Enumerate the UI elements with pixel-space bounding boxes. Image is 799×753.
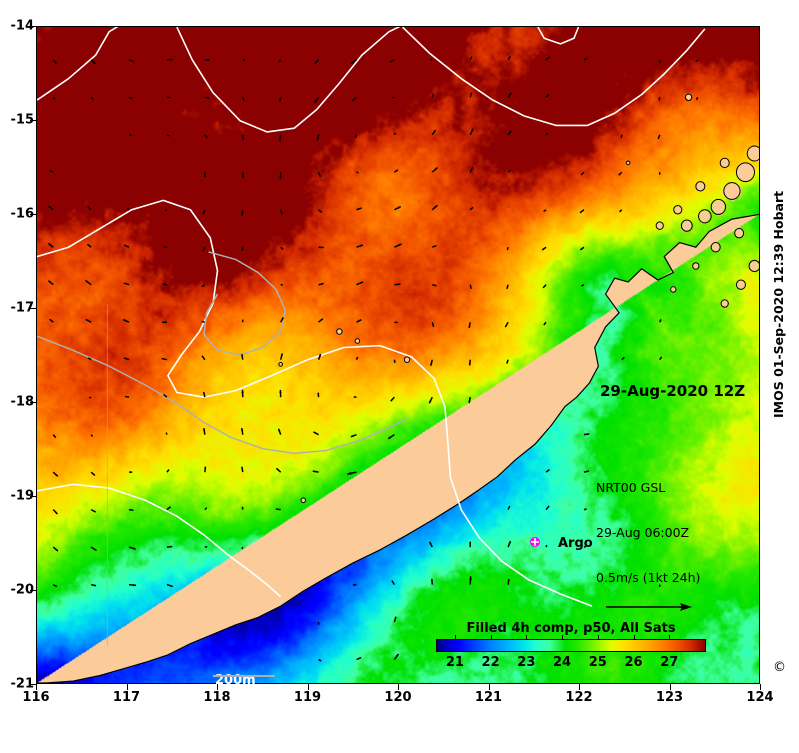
x-tick-label: 118 (203, 690, 230, 705)
y-tick-label: -21 (11, 677, 35, 692)
x-tick-label: 120 (384, 690, 411, 705)
x-tick-label: 116 (22, 690, 49, 705)
island-outline (656, 222, 663, 229)
island-outline (749, 260, 759, 271)
island-outline (747, 146, 759, 161)
island-outline (736, 280, 745, 289)
y-tick-label: -17 (11, 301, 35, 316)
island-outline (721, 300, 728, 307)
y-tick-label: -16 (11, 207, 35, 222)
date-title: 29-Aug-2020 12Z (600, 382, 745, 400)
island-outline (720, 158, 729, 167)
island-outline (696, 182, 705, 191)
x-tick-label: 123 (656, 690, 683, 705)
island-outline (711, 243, 720, 252)
island-outline (699, 210, 712, 223)
x-tick-label: 121 (475, 690, 502, 705)
argo-float-marker[interactable] (530, 537, 541, 548)
y-tick-label: -19 (11, 489, 35, 504)
island-outline (735, 228, 744, 237)
imos-credit: IMOS 01-Sep-2020 12:39 Hobart (771, 191, 786, 418)
colorbar-tick (669, 635, 670, 640)
island-outline (279, 362, 283, 366)
colorbar-tick-label: 23 (517, 655, 535, 670)
current-vector-legend: NRT00 GSL 29-Aug 06:00Z 0.5m/s (1kt 24h) (596, 450, 700, 617)
colorbar-tick (634, 635, 635, 640)
current-vector-head (241, 390, 243, 393)
x-tick-label: 117 (113, 690, 140, 705)
colorbar-tick-label: 21 (446, 655, 464, 670)
vector-legend-source: NRT00 GSL (596, 480, 700, 495)
argo-label: Argo (558, 536, 593, 551)
y-tick-label: -20 (11, 583, 35, 598)
bathymetry-legend-rule (213, 675, 275, 677)
island-outline (626, 161, 630, 165)
island-outline (711, 199, 725, 214)
island-outline (685, 94, 691, 101)
y-tick-label: -15 (11, 113, 35, 128)
island-outline (724, 183, 740, 200)
current-vector-head (469, 576, 472, 580)
vector-scale-arrow-icon (604, 600, 694, 614)
depth-1000m-label: 1000m (215, 721, 265, 737)
colorbar-tick-label: 25 (589, 655, 607, 670)
x-tick-label: 119 (294, 690, 321, 705)
colorbar-tick (562, 635, 563, 640)
island-outline (681, 220, 692, 231)
contour-200m (37, 27, 120, 100)
colorbar-tick-label: 24 (553, 655, 571, 670)
colorbar-tick-label: 27 (660, 655, 678, 670)
island-outline (404, 357, 409, 363)
copyright-icon: © (773, 660, 786, 675)
island-outline (674, 206, 682, 214)
colorbar-tick-label: 22 (482, 655, 500, 670)
vector-legend-scale: 0.5m/s (1kt 24h) (596, 570, 700, 585)
colorbar-title: Filled 4h comp, p50, All Sats (436, 621, 706, 636)
y-tick-label: -18 (11, 395, 35, 410)
island-outline (736, 163, 754, 182)
x-tick-label: 122 (565, 690, 592, 705)
island-outline (693, 263, 699, 270)
x-tick-label: 124 (746, 690, 773, 705)
contour-200m (37, 484, 281, 596)
vector-legend-time: 29-Aug 06:00Z (596, 525, 700, 540)
island-outline (301, 498, 306, 503)
colorbar-tick (598, 635, 599, 640)
colorbar-tick (526, 635, 527, 640)
colorbar-tick (455, 635, 456, 640)
y-tick-label: -14 (11, 19, 35, 34)
colorbar-tick-label: 26 (624, 655, 642, 670)
colorbar-tick (491, 635, 492, 640)
island-outline (671, 287, 676, 293)
island-outline (355, 339, 360, 344)
contour-200m (538, 27, 579, 44)
island-outline (337, 329, 342, 335)
contour-200m (177, 27, 403, 132)
